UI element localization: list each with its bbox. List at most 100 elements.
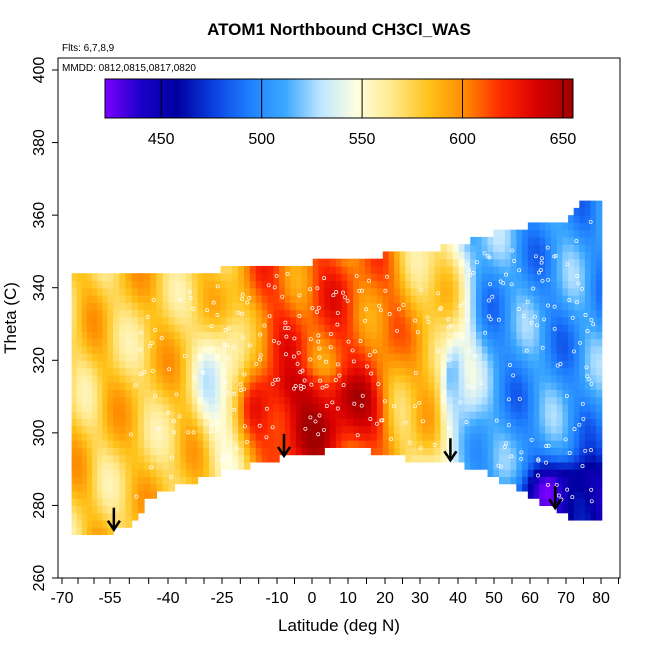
heat-cell: [568, 287, 575, 296]
heat-cell: [125, 389, 133, 398]
sample-marker: [284, 334, 289, 339]
heat-cell: [458, 280, 466, 289]
heat-cell: [476, 389, 483, 398]
heat-cell: [255, 440, 263, 448]
heat-cell: [428, 396, 436, 405]
heat-cell: [353, 425, 360, 434]
heat-cell: [446, 280, 454, 289]
sample-marker: [257, 423, 262, 428]
heat-cell: [131, 331, 139, 340]
heat-cell: [410, 273, 418, 282]
heat-cell: [573, 215, 580, 223]
heat-cell: [516, 338, 523, 347]
heat-cell: [428, 287, 436, 296]
heat-cell: [318, 338, 325, 347]
heat-cell: [440, 432, 448, 441]
heat-cell: [470, 447, 477, 456]
heat-cell: [203, 418, 210, 427]
heat-cell: [295, 287, 303, 296]
heat-cell: [150, 374, 157, 383]
heat-cell: [92, 418, 98, 427]
heat-cell: [330, 353, 337, 361]
heat-cell: [568, 389, 575, 398]
heat-cell: [568, 382, 575, 390]
heat-cell: [359, 273, 366, 282]
heat-cell: [522, 280, 529, 289]
heat-cell: [174, 425, 181, 434]
heat-cell: [596, 440, 603, 448]
heat-cell: [440, 382, 448, 390]
heat-cell: [330, 374, 337, 383]
colorbar-tick-label: 550: [349, 131, 376, 148]
heat-cell: [249, 389, 257, 398]
heat-cell: [197, 367, 204, 376]
heat-cell: [119, 490, 127, 499]
sample-marker: [238, 382, 243, 387]
heat-cell: [476, 258, 483, 267]
heat-cell: [150, 331, 157, 340]
heat-cell: [365, 294, 372, 303]
heat-cell: [556, 418, 563, 427]
sample-marker: [191, 430, 196, 435]
heat-cell: [568, 476, 575, 485]
heat-cell: [590, 432, 597, 441]
sample-marker: [270, 425, 275, 430]
heat-cell: [405, 316, 412, 325]
heat-cell: [203, 403, 210, 412]
heat-cell: [226, 411, 233, 419]
heat-cell: [335, 309, 343, 318]
heat-cell: [410, 360, 418, 369]
heat-cell: [539, 222, 546, 231]
heat-cell: [301, 265, 308, 274]
heat-cell: [416, 411, 423, 419]
heat-cell: [545, 316, 552, 325]
heat-cell: [464, 244, 471, 253]
heat-cell: [573, 476, 580, 485]
heat-cell: [388, 432, 395, 441]
heat-cell: [255, 418, 263, 427]
heat-cell: [347, 280, 354, 289]
heat-cell: [81, 432, 88, 441]
heat-cell: [197, 273, 204, 282]
heat-cell: [550, 258, 558, 267]
heat-cell: [119, 280, 127, 289]
heat-cell: [405, 454, 412, 463]
heat-cell: [92, 273, 98, 282]
sample-marker: [581, 416, 586, 421]
heat-cell: [107, 302, 114, 311]
heat-cell: [359, 309, 366, 318]
heat-cell: [244, 324, 251, 332]
heat-cell: [86, 353, 93, 361]
heat-cell: [107, 469, 114, 477]
heat-cell: [249, 447, 257, 456]
heat-cell: [347, 396, 354, 405]
heat-cell: [76, 490, 83, 499]
heat-cell: [464, 367, 471, 376]
heat-cell: [545, 360, 552, 369]
heat-cell: [481, 316, 489, 325]
heat-cell: [487, 389, 494, 398]
heat-cell: [533, 490, 540, 499]
heat-cell: [568, 294, 575, 303]
sample-marker: [223, 453, 228, 458]
heat-cell: [370, 367, 378, 376]
heat-cell: [249, 382, 257, 390]
heat-cell: [197, 360, 204, 369]
heat-cell: [301, 447, 308, 456]
heat-cell: [394, 425, 401, 434]
heat-cell: [539, 440, 546, 448]
heat-cell: [137, 280, 145, 289]
heat-cell: [347, 367, 354, 376]
heat-cell: [284, 331, 291, 340]
heat-cell: [573, 338, 580, 347]
heat-cell: [539, 498, 546, 507]
heat-cell: [440, 309, 448, 318]
y-tick-label: 320: [31, 347, 48, 374]
heat-cell: [137, 309, 145, 318]
heat-cell: [539, 490, 546, 499]
heat-cell: [370, 374, 378, 383]
heat-cell: [341, 265, 348, 274]
heat-cell: [533, 258, 540, 267]
heat-cell: [232, 418, 239, 427]
heat-cell: [186, 411, 193, 419]
